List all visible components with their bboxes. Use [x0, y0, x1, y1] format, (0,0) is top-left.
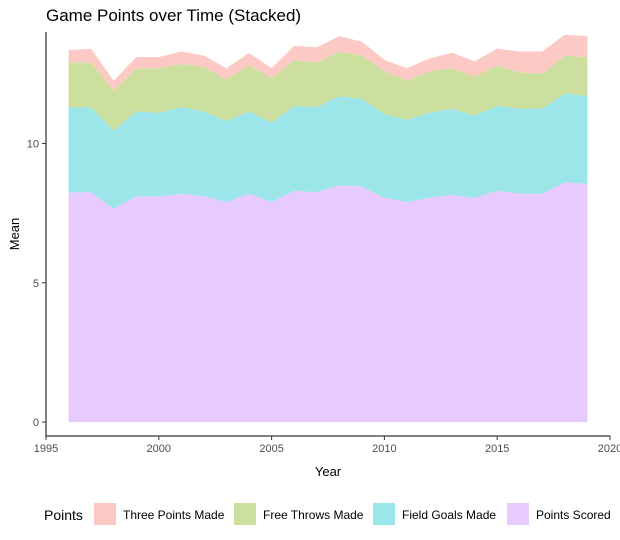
legend-swatch-free-throws-made [234, 503, 256, 525]
area-free-throws-made [68, 51, 588, 131]
y-tick-label: 10 [27, 138, 39, 150]
area-layers [68, 34, 588, 423]
area-field-goals-made [68, 93, 588, 209]
legend-label: Three Points Made [123, 508, 225, 522]
x-tick-label: 2010 [372, 443, 396, 455]
legend-title: Points [44, 507, 83, 523]
y-tick-label: 5 [33, 278, 39, 290]
x-tick-label: 2000 [147, 443, 171, 455]
legend-swatch-points-scored [507, 503, 529, 525]
x-tick-label: 2020 [598, 443, 620, 455]
legend-label: Free Throws Made [263, 508, 364, 522]
x-tick-label: 1995 [34, 443, 58, 455]
legend-label: Field Goals Made [402, 508, 496, 522]
axes: 1995 2000 2005 2010 2015 2020 0 5 10 Year Mean [7, 32, 620, 479]
y-tick-label: 0 [33, 417, 39, 429]
x-axis-title: Year [315, 464, 342, 479]
area-points-scored [68, 182, 588, 423]
chart-title: Game Points over Time (Stacked) [46, 6, 302, 25]
x-tick-label: 2015 [485, 443, 509, 455]
y-axis-title: Mean [7, 218, 22, 251]
legend: Points Three Points Made Free Throws Made F… [44, 503, 611, 525]
legend-label: Points Scored [536, 508, 611, 522]
area-three-points-made [68, 34, 588, 91]
legend-swatch-field-goals-made [373, 503, 395, 525]
legend-swatch-three-points-made [94, 503, 116, 525]
x-tick-label: 2005 [259, 443, 283, 455]
